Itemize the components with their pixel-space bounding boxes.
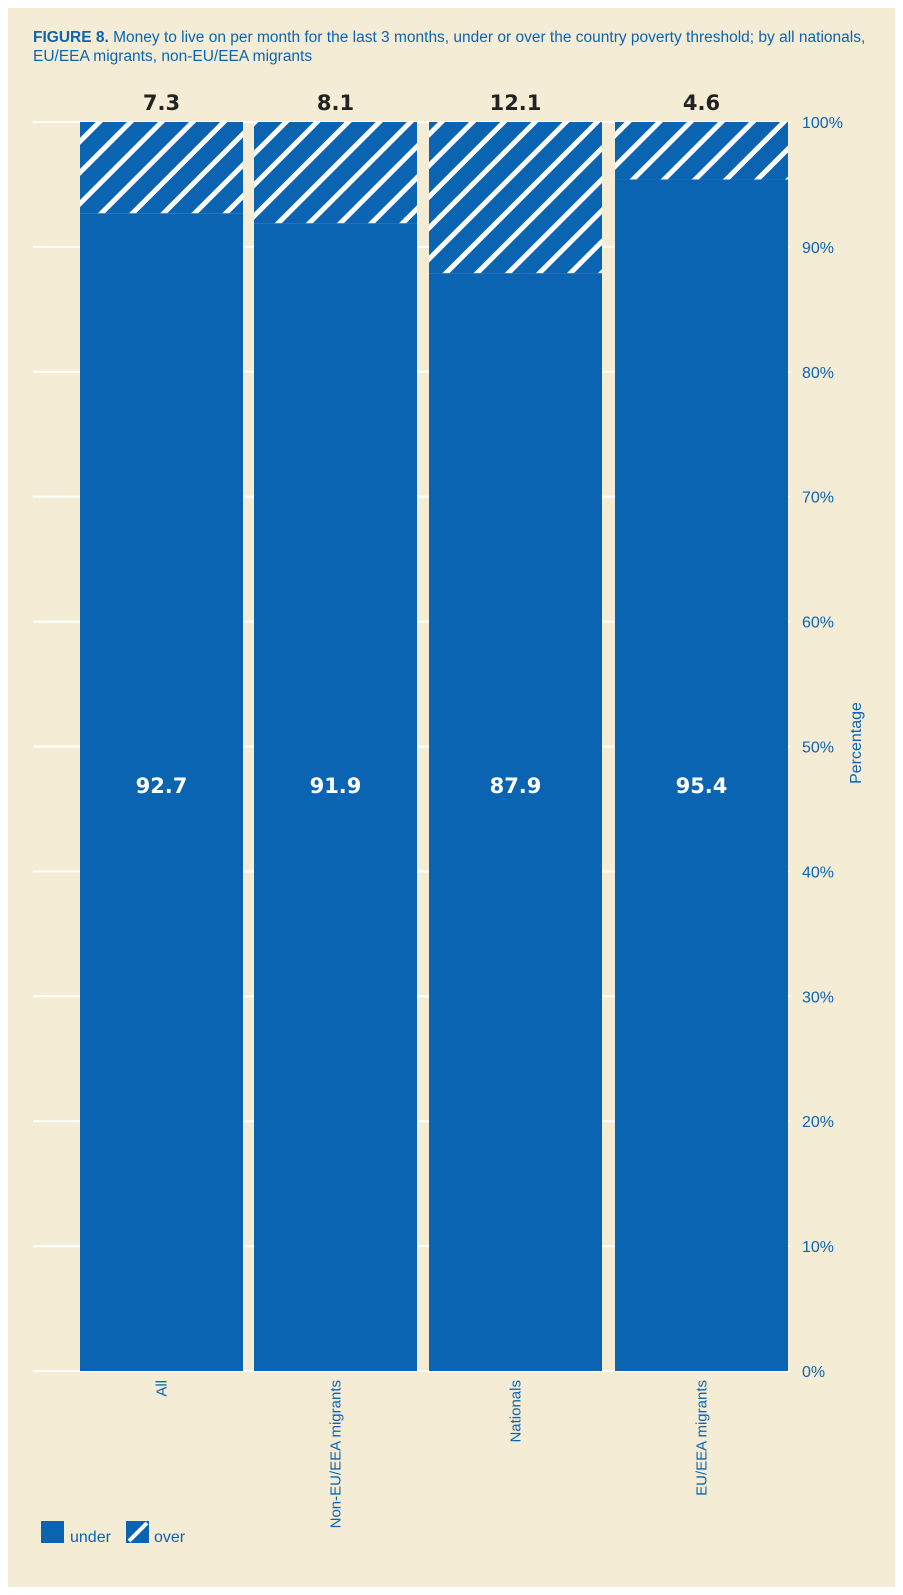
bar-over-non-eu-eea-migrants [254, 122, 417, 224]
y-tick-label: 40% [802, 864, 834, 881]
x-tick-label-eu-eea-migrants: EU/EEA migrants [694, 1380, 711, 1496]
y-tick-label: 100% [802, 115, 843, 132]
figure-number: FIGURE 8. [33, 29, 109, 46]
bars [80, 122, 788, 1372]
bar-under-eu-eea-migrants [615, 179, 788, 1372]
y-tick-label: 10% [802, 1239, 834, 1256]
bar-under-all [80, 213, 243, 1371]
data-label-under: 91.9 [310, 774, 362, 798]
data-label-under: 87.9 [490, 774, 542, 798]
bar-under-non-eu-eea-migrants [254, 223, 417, 1372]
y-axis-label: Percentage [848, 702, 865, 784]
y-tick-label: 90% [802, 240, 834, 257]
data-labels: 7.3 92.7 8.1 91.9 12.1 87.9 4.6 95.4 [136, 91, 728, 798]
y-tick-label: 80% [802, 365, 834, 382]
y-tick-label: 60% [802, 615, 834, 632]
legend-label-over: over [154, 1529, 186, 1546]
y-tick-label: 20% [802, 1114, 834, 1131]
data-label-over: 12.1 [490, 91, 542, 115]
bar-over-eu-eea-migrants [615, 122, 788, 180]
x-tick-label-nationals: Nationals [508, 1380, 525, 1443]
data-label-over: 7.3 [143, 91, 180, 115]
x-axis: All Non-EU/EEA migrants Nationals EU/EEA mi… [154, 1380, 711, 1528]
legend-label-under: under [70, 1529, 112, 1546]
data-label-under: 95.4 [676, 774, 728, 798]
data-label-under: 92.7 [136, 774, 188, 798]
data-label-over: 8.1 [317, 91, 354, 115]
data-label-over: 4.6 [683, 91, 720, 115]
y-tick-label: 70% [802, 490, 834, 507]
x-tick-label-all: All [154, 1380, 171, 1397]
y-axis: 0% 10% 20% 30% 40% 50% 60% 70% 80% 90% 100% [802, 115, 843, 1381]
bar-over-nationals [429, 122, 602, 274]
figure-title-text: Money to live on per month for the last … [33, 29, 866, 65]
bar-over-all [80, 122, 243, 214]
bar-under-nationals [429, 273, 602, 1371]
legend-swatch-over-stripe [127, 1521, 149, 1543]
y-tick-label: 30% [802, 989, 834, 1006]
figure-title: FIGURE 8. Money to live on per month for… [33, 28, 883, 66]
y-tick-label: 50% [802, 740, 834, 757]
y-tick-label: 0% [802, 1364, 825, 1381]
legend: under over [41, 1521, 186, 1546]
legend-swatch-under [41, 1521, 64, 1543]
x-tick-label-non-eu-eea-migrants: Non-EU/EEA migrants [328, 1380, 345, 1528]
